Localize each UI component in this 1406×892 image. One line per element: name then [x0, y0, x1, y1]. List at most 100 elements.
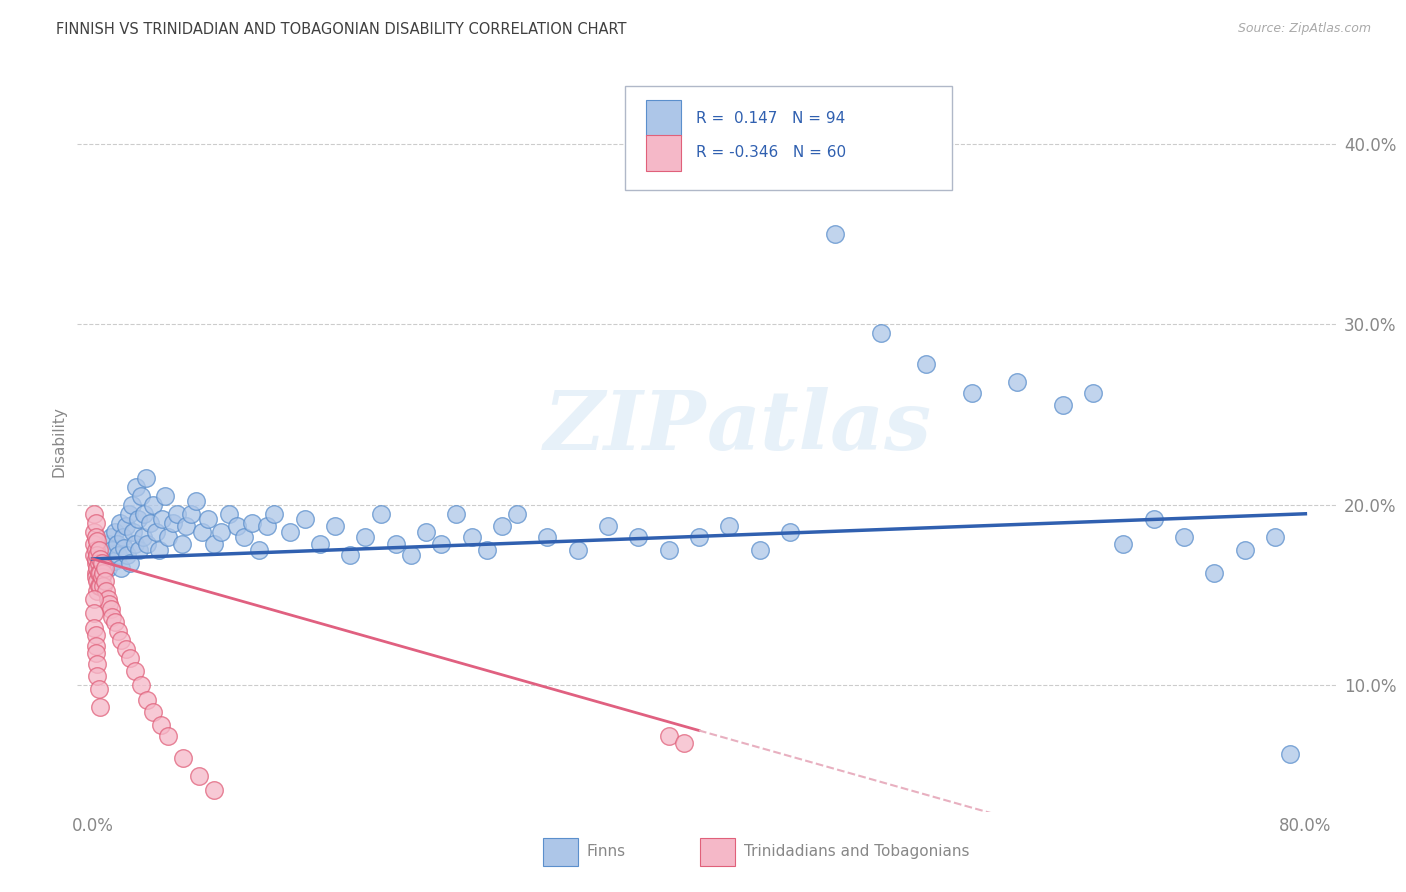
Point: [94, 549, 117, 563]
Point: [149, 718, 172, 732]
Point: [91, 579, 114, 593]
Point: [107, 624, 129, 639]
Point: [127, 512, 149, 526]
Point: [124, 664, 146, 678]
Point: [627, 530, 650, 544]
Point: [136, 692, 159, 706]
Point: [1052, 399, 1074, 413]
Point: [89, 552, 111, 566]
Point: [83, 524, 105, 539]
Point: [870, 326, 893, 341]
Point: [89, 552, 111, 566]
Text: Trinidadians and Tobagonians: Trinidadians and Tobagonians: [744, 844, 970, 859]
Point: [240, 516, 263, 530]
Point: [202, 783, 225, 797]
Point: [104, 615, 127, 629]
Point: [87, 542, 110, 557]
Point: [94, 584, 117, 599]
Point: [86, 669, 108, 683]
Point: [112, 541, 135, 555]
Point: [370, 507, 392, 521]
Point: [197, 512, 219, 526]
Point: [90, 556, 112, 570]
Point: [1143, 512, 1166, 526]
Y-axis label: Disability: Disability: [52, 406, 67, 477]
Point: [98, 597, 121, 611]
Point: [100, 602, 122, 616]
Point: [491, 519, 513, 533]
Point: [89, 700, 111, 714]
Point: [100, 530, 122, 544]
Point: [1112, 537, 1135, 551]
Point: [166, 507, 188, 521]
Point: [83, 591, 105, 606]
Point: [120, 651, 142, 665]
Point: [915, 357, 938, 371]
Point: [748, 542, 770, 557]
Point: [115, 642, 138, 657]
Point: [83, 549, 105, 563]
Point: [86, 574, 108, 588]
Point: [83, 606, 105, 620]
Point: [1081, 385, 1104, 400]
Point: [91, 542, 114, 557]
Point: [506, 507, 529, 521]
Point: [101, 542, 124, 557]
Point: [86, 657, 108, 671]
Point: [1279, 747, 1302, 761]
Point: [1264, 530, 1286, 544]
Point: [157, 729, 180, 743]
Point: [596, 519, 619, 533]
Point: [125, 480, 148, 494]
Bar: [647, 135, 682, 170]
Point: [672, 736, 695, 750]
Point: [233, 530, 256, 544]
Point: [446, 507, 468, 521]
Point: [129, 678, 152, 692]
Point: [658, 542, 681, 557]
Point: [115, 519, 138, 533]
Point: [118, 507, 141, 521]
Point: [824, 227, 846, 241]
Point: [84, 628, 107, 642]
Point: [97, 591, 120, 606]
Point: [107, 549, 129, 563]
Point: [658, 729, 681, 743]
Point: [84, 556, 107, 570]
Text: atlas: atlas: [707, 387, 932, 467]
Point: [83, 621, 105, 635]
Point: [339, 549, 361, 563]
Point: [84, 516, 107, 530]
Point: [93, 561, 115, 575]
Point: [84, 542, 107, 557]
Point: [225, 519, 247, 533]
Point: [128, 542, 150, 557]
Point: [98, 537, 121, 551]
Point: [180, 507, 202, 521]
Point: [86, 561, 108, 575]
Point: [399, 549, 422, 563]
Point: [176, 519, 198, 533]
Point: [172, 750, 194, 764]
FancyBboxPatch shape: [624, 87, 952, 190]
Point: [110, 633, 132, 648]
Point: [121, 498, 143, 512]
Point: [256, 519, 278, 533]
Point: [145, 524, 167, 539]
Point: [162, 516, 184, 530]
Point: [1233, 542, 1256, 557]
Point: [150, 512, 173, 526]
Point: [139, 516, 162, 530]
Bar: [543, 838, 578, 866]
Point: [190, 524, 212, 539]
Point: [136, 537, 159, 551]
Point: [170, 537, 193, 551]
Point: [108, 516, 131, 530]
Point: [309, 537, 332, 551]
Point: [111, 530, 134, 544]
Point: [960, 385, 983, 400]
Point: [1204, 566, 1226, 581]
Point: [187, 769, 209, 783]
Text: FINNISH VS TRINIDADIAN AND TOBAGONIAN DISABILITY CORRELATION CHART: FINNISH VS TRINIDADIAN AND TOBAGONIAN DI…: [56, 22, 627, 37]
Point: [323, 519, 346, 533]
